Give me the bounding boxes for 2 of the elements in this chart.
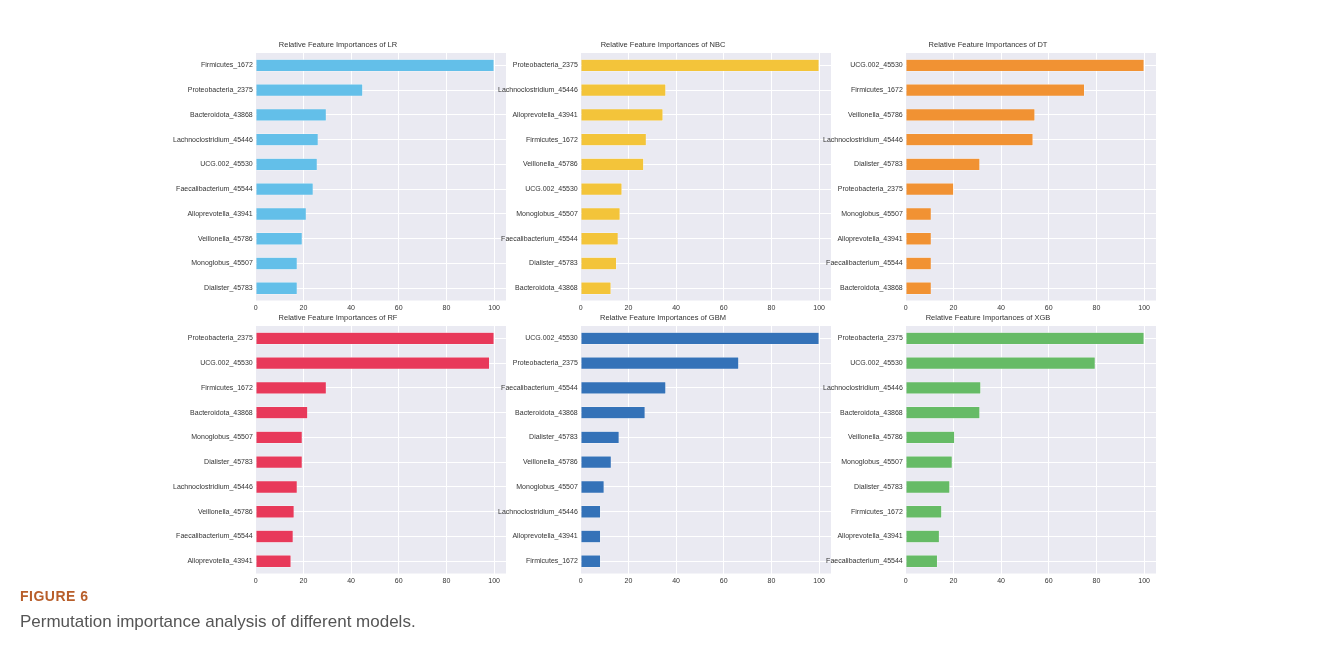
caption: FIGURE 6 xyxy=(20,588,89,604)
text: Permutation importance analysis of different models. xyxy=(20,612,416,632)
